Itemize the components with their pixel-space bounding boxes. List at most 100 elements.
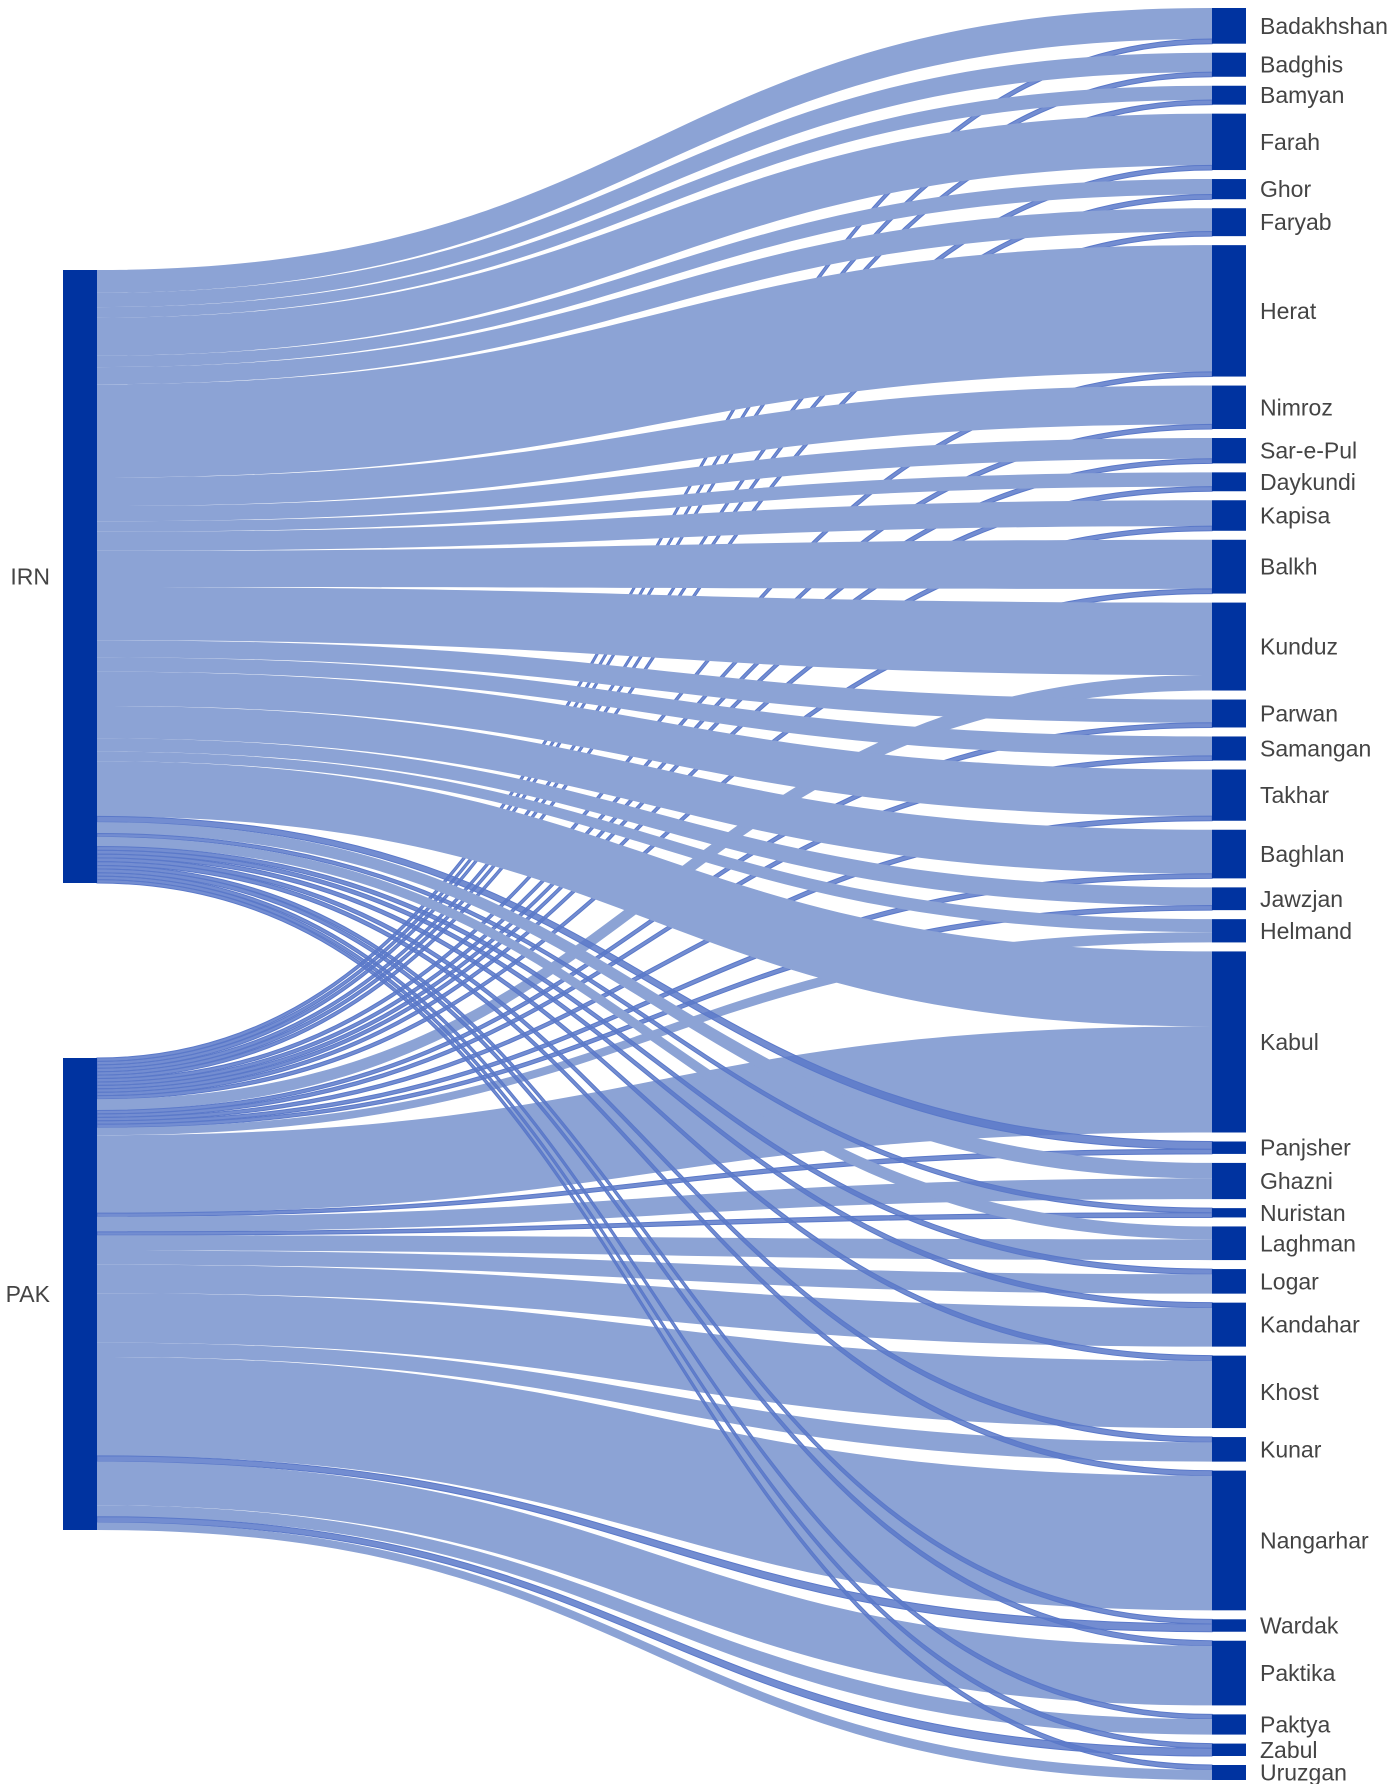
node-label-kunar: Kunar [1260, 1436, 1322, 1462]
node-label-paktya: Paktya [1260, 1711, 1331, 1737]
node-irn [63, 270, 97, 883]
link-irn-nimroz [97, 385, 1212, 507]
node-label-kandahar: Kandahar [1260, 1312, 1360, 1338]
node-label-daykundi: Daykundi [1260, 469, 1356, 495]
link-irn-sar-e-pul [97, 438, 1212, 522]
node-zabul [1212, 1743, 1246, 1756]
node-label-baghlan: Baghlan [1260, 841, 1344, 867]
link-irn-baghlan [97, 705, 1212, 874]
link-irn-jawzjan [97, 738, 1212, 906]
node-panjsher [1212, 1141, 1246, 1154]
node-sar-e-pul [1212, 438, 1246, 464]
node-label-ghor: Ghor [1260, 176, 1311, 202]
node-label-paktika: Paktika [1260, 1660, 1336, 1686]
link-irn-balkh [97, 539, 1212, 589]
link-irn-laghman [97, 836, 1212, 1240]
link-irn-badakhshan [97, 8, 1212, 293]
node-uruzgan [1212, 1764, 1246, 1780]
node-label-bamyan: Bamyan [1260, 82, 1344, 108]
link-irn-kunduz [97, 586, 1212, 676]
node-paktya [1212, 1714, 1246, 1735]
node-label-balkh: Balkh [1260, 554, 1318, 580]
link-pak-paktya [97, 1505, 1212, 1735]
node-label-nangarhar: Nangarhar [1260, 1527, 1369, 1553]
node-label-kunduz: Kunduz [1260, 634, 1338, 660]
link-layer [96, 8, 1213, 1780]
node-label-pak: PAK [6, 1281, 51, 1307]
link-pak-uruzgan [97, 1522, 1212, 1780]
node-label-helmand: Helmand [1260, 918, 1352, 944]
node-parwan [1212, 699, 1246, 728]
link-pak-khost [97, 1293, 1212, 1429]
link-irn-farah [97, 113, 1212, 356]
node-wardak [1212, 1619, 1246, 1632]
node-nimroz [1212, 385, 1246, 430]
node-label-panjsher: Panjsher [1260, 1135, 1351, 1161]
node-label-badghis: Badghis [1260, 52, 1343, 78]
node-label-takhar: Takhar [1260, 782, 1329, 808]
node-helmand [1212, 919, 1246, 943]
node-pak [63, 1058, 97, 1530]
link-pak-panjsher [96, 1148, 1213, 1218]
link-irn-takhar [97, 671, 1212, 817]
node-label-uruzgan: Uruzgan [1260, 1759, 1347, 1784]
node-label-wardak: Wardak [1260, 1613, 1339, 1639]
node-label-faryab: Faryab [1260, 209, 1332, 235]
node-label-nuristan: Nuristan [1260, 1200, 1346, 1226]
node-takhar [1212, 769, 1246, 821]
node-label-badakhshan: Badakhshan [1260, 13, 1388, 39]
node-kabul [1212, 951, 1246, 1133]
node-herat [1212, 245, 1246, 377]
node-laghman [1212, 1226, 1246, 1261]
node-label-kapisa: Kapisa [1260, 503, 1331, 529]
link-pak-takhar [96, 815, 1213, 1122]
link-irn-ghazni [97, 822, 1212, 1179]
link-pak-logar [97, 1250, 1212, 1294]
node-kapisa [1212, 500, 1246, 531]
node-label-khost: Khost [1260, 1379, 1319, 1405]
link-irn-parwan [97, 640, 1212, 723]
node-paktika [1212, 1640, 1246, 1706]
node-label-sar-e-pul: Sar-e-Pul [1260, 438, 1357, 464]
node-label-samangan: Samangan [1260, 735, 1371, 761]
link-pak-kandahar [97, 1264, 1212, 1347]
node-label-zabul: Zabul [1260, 1737, 1318, 1763]
link-irn-badghis [97, 52, 1212, 308]
link-pak-zabul [96, 1516, 1213, 1757]
node-nuristan [1212, 1208, 1246, 1218]
node-badghis [1212, 52, 1246, 77]
link-irn-daykundi [97, 472, 1212, 532]
node-label-herat: Herat [1260, 298, 1317, 324]
node-badakhshan [1212, 8, 1246, 44]
node-baghlan [1212, 829, 1246, 879]
node-farah [1212, 113, 1246, 171]
link-irn-kabul [97, 761, 1212, 1027]
link-pak-laghman [97, 1235, 1212, 1261]
node-balkh [1212, 539, 1246, 594]
node-bamyan [1212, 85, 1246, 105]
node-nangarhar [1212, 1470, 1246, 1611]
node-label-ghazni: Ghazni [1260, 1168, 1333, 1194]
label-layer: IRN PAK Badakhshan Badghis Bamyan Farah Ghor Fa… [6, 13, 1388, 1784]
node-label-parwan: Parwan [1260, 700, 1338, 726]
node-ghazni [1212, 1162, 1246, 1200]
node-daykundi [1212, 472, 1246, 492]
node-khost [1212, 1355, 1246, 1429]
node-label-irn: IRN [10, 564, 50, 590]
link-irn-samangan [97, 657, 1212, 756]
link-irn-faryab [97, 208, 1212, 385]
link-pak-kabul [97, 1026, 1212, 1214]
link-irn-ghor [97, 179, 1212, 368]
link-pak-nangarhar [97, 1356, 1212, 1611]
node-faryab [1212, 208, 1246, 237]
node-jawzjan [1212, 887, 1246, 911]
node-label-logar: Logar [1260, 1268, 1319, 1294]
link-pak-paktika [97, 1461, 1212, 1706]
node-layer [63, 8, 1246, 1780]
node-label-kabul: Kabul [1260, 1029, 1319, 1055]
node-label-nimroz: Nimroz [1260, 394, 1333, 420]
node-logar [1212, 1269, 1246, 1294]
link-irn-herat [97, 245, 1212, 478]
link-pak-kunar [97, 1342, 1212, 1462]
